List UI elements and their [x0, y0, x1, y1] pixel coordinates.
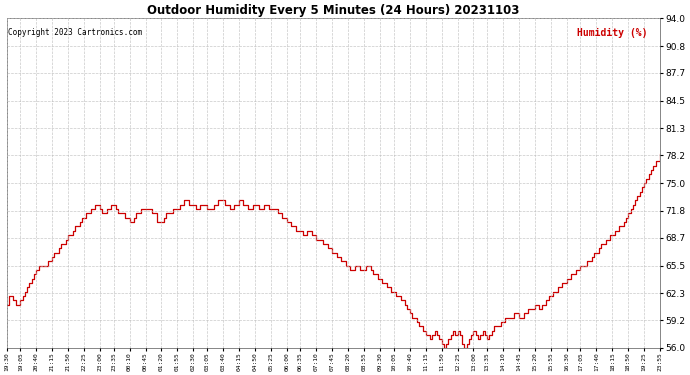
Text: Copyright 2023 Cartronics.com: Copyright 2023 Cartronics.com: [8, 28, 142, 37]
Text: Humidity (%): Humidity (%): [577, 28, 647, 38]
Title: Outdoor Humidity Every 5 Minutes (24 Hours) 20231103: Outdoor Humidity Every 5 Minutes (24 Hou…: [147, 4, 520, 17]
